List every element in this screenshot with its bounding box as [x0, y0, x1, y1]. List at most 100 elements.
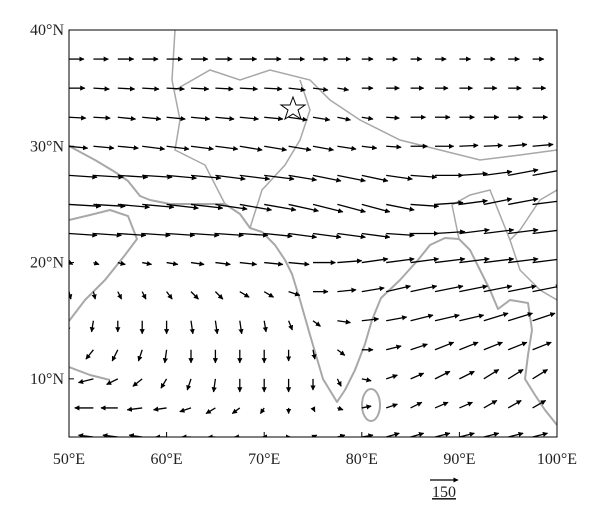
wind-vector [434, 401, 449, 409]
wind-vector [434, 370, 451, 380]
wind-vector [190, 116, 211, 122]
wind-vector [532, 229, 557, 235]
wind-vector [264, 261, 284, 267]
wind-vector [85, 349, 94, 360]
wind-vector [337, 349, 346, 356]
wind-vector [262, 320, 268, 333]
wind-vector [69, 436, 70, 437]
wind-vector [532, 399, 547, 409]
myanmar-border [509, 239, 557, 301]
wind-vector [239, 203, 273, 212]
wind-vectors [69, 56, 557, 437]
wind-vector [287, 320, 294, 331]
wind-vector [386, 315, 408, 322]
himalaya-border [174, 69, 557, 161]
wind-vector [532, 258, 557, 264]
wind-vector [556, 407, 557, 408]
wind-vector [361, 232, 391, 240]
wind-vector [386, 256, 415, 264]
wind-vector [160, 378, 168, 389]
wind-vector [215, 203, 248, 211]
wind-vector [312, 203, 344, 214]
wind-vector [508, 312, 533, 322]
wind-vector [556, 290, 557, 292]
x-tick-label: 80°E [346, 451, 378, 468]
wind-vector [336, 378, 342, 387]
wind-vector [93, 145, 115, 151]
wind-vector [532, 200, 557, 206]
wind-vector [211, 378, 217, 393]
wind-vector [239, 145, 263, 152]
wind-vector [556, 320, 557, 321]
wind-vector [312, 145, 335, 152]
wind-vector [239, 174, 271, 182]
wind-vector [337, 319, 351, 325]
wind-vector [239, 261, 258, 267]
wind-vector [508, 256, 539, 264]
wind-vector [215, 232, 244, 238]
reference-label: 150 [432, 484, 456, 501]
y-tick-label: 40°N [30, 22, 64, 39]
wind-vector [238, 320, 244, 335]
wind-vector [288, 116, 308, 122]
wind-vector [231, 407, 241, 415]
wind-vector [410, 372, 425, 380]
wind-vector [532, 284, 557, 293]
wind-vector [434, 284, 464, 293]
wind-vector [141, 291, 147, 300]
wind-vector [77, 378, 94, 384]
wind-vector [205, 407, 216, 415]
wind-vector [385, 403, 398, 409]
wind-vector [386, 144, 402, 150]
wind-vector [215, 86, 234, 92]
wind-vector [434, 256, 466, 264]
wind-vector [126, 406, 143, 412]
wind-vector [189, 320, 195, 335]
wind-vector [556, 261, 557, 263]
wind-vector [142, 86, 160, 92]
wind-vector [93, 115, 111, 121]
wind-vector [214, 291, 224, 300]
wind-vector [142, 145, 166, 152]
wind-vector [190, 145, 214, 152]
wind-vector [508, 431, 524, 437]
wind-vector [190, 174, 222, 181]
wind-vector [410, 401, 423, 409]
wind-vector [264, 116, 284, 122]
wind-vector [385, 374, 398, 380]
wind-vector [556, 232, 557, 234]
wind-vector [483, 227, 515, 235]
wind-vector [259, 407, 266, 414]
iran-border [171, 30, 226, 205]
wind-vector [483, 169, 513, 177]
wind-vector [166, 291, 173, 300]
wind-vector [361, 377, 372, 383]
wind-vector [361, 203, 391, 214]
wind-vector [361, 404, 372, 410]
wind-vector [264, 232, 293, 239]
wind-vector [93, 86, 110, 92]
wind-vector [507, 368, 524, 380]
wind-vector [361, 115, 374, 121]
wind-vector [556, 378, 557, 379]
wind-vector [508, 284, 537, 293]
wind-vector [410, 256, 440, 264]
wind-vector [179, 407, 192, 413]
wind-vector [117, 232, 147, 238]
wind-vector [215, 261, 231, 267]
africa-coast [69, 366, 111, 381]
wind-vector [264, 174, 295, 182]
wind-vector [91, 291, 97, 300]
wind-vector [556, 145, 557, 147]
wind-vector [215, 116, 235, 122]
wind-vector [434, 313, 460, 322]
coastline [69, 145, 557, 426]
wind-vector [117, 145, 139, 151]
wind-vector [142, 174, 173, 180]
x-tick-label: 100°E [537, 451, 577, 468]
wind-vector [508, 227, 539, 235]
wind-vector [137, 349, 143, 362]
wind-vector [311, 349, 317, 360]
basemap [69, 30, 557, 426]
wind-vector [410, 203, 440, 209]
